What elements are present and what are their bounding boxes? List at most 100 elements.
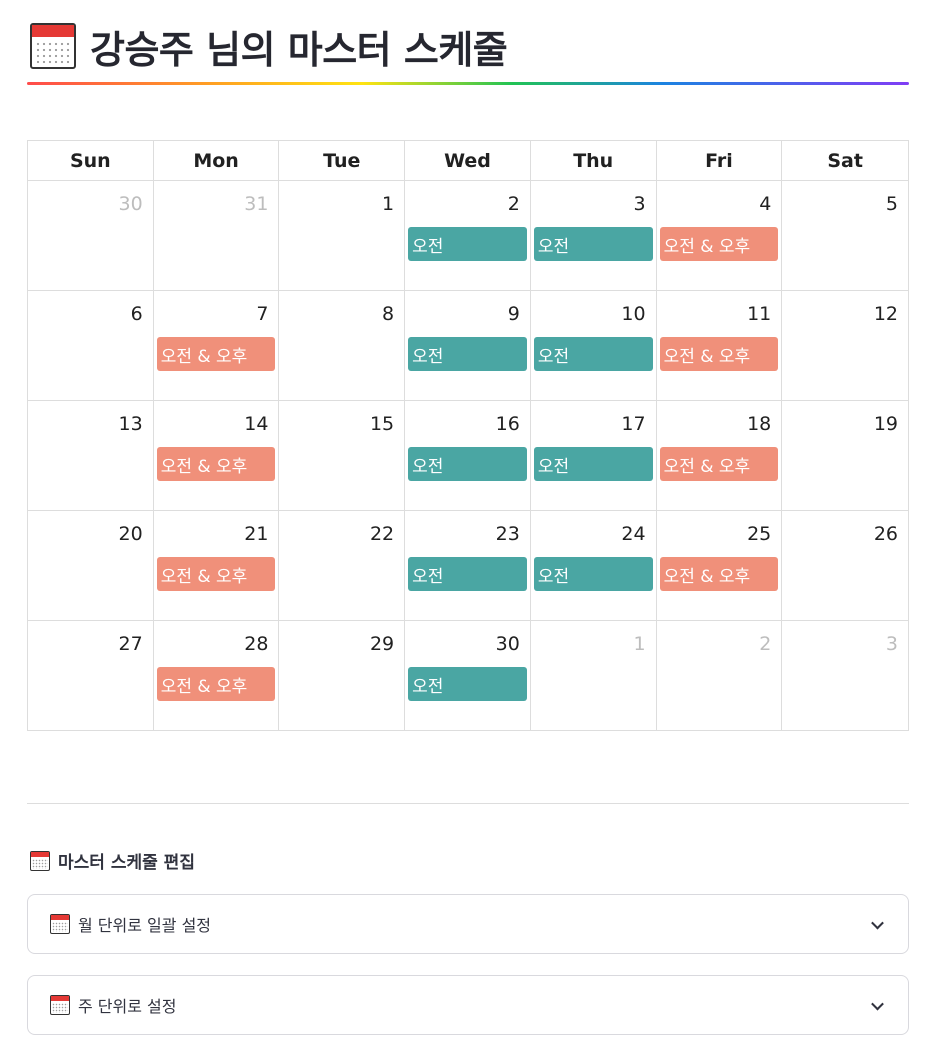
calendar-icon bbox=[30, 23, 76, 69]
day-number: 26 bbox=[873, 523, 898, 545]
day-number: 22 bbox=[369, 523, 395, 545]
calendar-day-cell[interactable]: 3 bbox=[782, 621, 908, 731]
calendar-day-cell[interactable]: 23 오전 bbox=[405, 511, 531, 621]
day-number: 25 bbox=[747, 523, 772, 545]
event-am[interactable]: 오전 bbox=[533, 337, 653, 371]
page-title: 강승주 님의 마스터 스케줄 bbox=[90, 27, 508, 72]
calendar-day-cell[interactable]: 17 오전 bbox=[530, 401, 657, 511]
calendar-icon bbox=[50, 914, 70, 934]
event-am-pm[interactable]: 오전 & 오후 bbox=[659, 557, 779, 591]
day-number: 10 bbox=[621, 303, 646, 325]
calendar-day-cell[interactable]: 21 오전 & 오후 bbox=[153, 511, 280, 621]
day-number: 18 bbox=[747, 413, 772, 435]
calendar-day-cell[interactable]: 24 오전 bbox=[530, 511, 657, 621]
calendar: Sun Mon Tue Wed Thu Fri Sat 30 31 1 2 오전 3 오전 4 오전 & 오… bbox=[27, 140, 909, 731]
calendar-day-cell[interactable]: 13 bbox=[28, 401, 154, 511]
calendar-day-cell[interactable]: 26 bbox=[782, 511, 908, 621]
day-number: 29 bbox=[369, 633, 395, 655]
calendar-day-cell[interactable]: 30 bbox=[28, 181, 154, 291]
calendar-day-cell[interactable]: 8 bbox=[279, 291, 406, 401]
expander-monthly-setting[interactable]: 월 단위로 일괄 설정 bbox=[27, 894, 909, 954]
day-number: 24 bbox=[621, 523, 646, 545]
calendar-icon bbox=[50, 995, 70, 1015]
expander-weekly-setting[interactable]: 주 단위로 설정 bbox=[27, 975, 909, 1035]
weekday-header: Wed bbox=[405, 141, 531, 180]
day-number: 31 bbox=[244, 193, 269, 215]
calendar-icon bbox=[30, 850, 50, 871]
event-am-pm[interactable]: 오전 & 오후 bbox=[156, 337, 276, 371]
event-am[interactable]: 오전 bbox=[408, 667, 527, 701]
calendar-day-cell[interactable]: 1 bbox=[279, 181, 406, 291]
day-number: 13 bbox=[118, 413, 143, 435]
section-divider bbox=[27, 803, 909, 804]
calendar-day-cell[interactable]: 16 오전 bbox=[405, 401, 531, 511]
event-am[interactable]: 오전 bbox=[408, 227, 527, 261]
event-am-pm[interactable]: 오전 & 오후 bbox=[659, 337, 779, 371]
calendar-day-cell[interactable]: 7 오전 & 오후 bbox=[153, 291, 280, 401]
calendar-day-cell[interactable]: 18 오전 & 오후 bbox=[656, 401, 783, 511]
day-number: 14 bbox=[244, 413, 269, 435]
event-am-pm[interactable]: 오전 & 오후 bbox=[156, 447, 276, 481]
day-number: 20 bbox=[118, 523, 143, 545]
calendar-day-cell[interactable]: 5 bbox=[782, 181, 908, 291]
calendar-day-cell[interactable]: 19 bbox=[782, 401, 908, 511]
event-am[interactable]: 오전 bbox=[408, 337, 527, 371]
edit-section-title: 마스터 스케줄 편집 bbox=[58, 853, 195, 873]
weekday-header: Tue bbox=[279, 141, 406, 180]
calendar-day-cell[interactable]: 22 bbox=[279, 511, 406, 621]
day-number: 30 bbox=[118, 193, 143, 215]
calendar-day-cell[interactable]: 30 오전 bbox=[405, 621, 531, 731]
day-number: 27 bbox=[118, 633, 143, 655]
day-number: 7 bbox=[256, 303, 269, 325]
calendar-day-cell[interactable]: 3 오전 bbox=[530, 181, 657, 291]
calendar-day-cell[interactable]: 31 bbox=[153, 181, 280, 291]
event-am[interactable]: 오전 bbox=[533, 557, 653, 591]
calendar-day-cell[interactable]: 6 bbox=[28, 291, 154, 401]
day-number: 28 bbox=[244, 633, 269, 655]
calendar-day-cell[interactable]: 27 bbox=[28, 621, 154, 731]
event-am[interactable]: 오전 bbox=[408, 557, 527, 591]
event-am-pm[interactable]: 오전 & 오후 bbox=[156, 557, 276, 591]
calendar-day-cell[interactable]: 29 bbox=[279, 621, 406, 731]
calendar-day-cell[interactable]: 15 bbox=[279, 401, 406, 511]
day-number: 30 bbox=[495, 633, 520, 655]
day-number: 19 bbox=[873, 413, 898, 435]
day-number: 4 bbox=[759, 193, 772, 215]
calendar-day-cell[interactable]: 1 bbox=[531, 621, 657, 731]
calendar-day-cell[interactable]: 12 bbox=[782, 291, 908, 401]
day-number: 16 bbox=[495, 413, 520, 435]
event-am[interactable]: 오전 bbox=[533, 227, 653, 261]
event-am-pm[interactable]: 오전 & 오후 bbox=[659, 447, 779, 481]
calendar-day-cell[interactable]: 2 오전 bbox=[405, 181, 531, 291]
day-number: 3 bbox=[633, 193, 646, 215]
calendar-day-cell[interactable]: 25 오전 & 오후 bbox=[656, 511, 783, 621]
event-am[interactable]: 오전 bbox=[533, 447, 653, 481]
calendar-day-cell[interactable]: 9 오전 bbox=[405, 291, 531, 401]
day-number: 9 bbox=[507, 303, 520, 325]
event-am-pm[interactable]: 오전 & 오후 bbox=[659, 227, 779, 261]
expander-label: 주 단위로 설정 bbox=[78, 997, 177, 1016]
day-number: 2 bbox=[759, 633, 772, 655]
calendar-day-cell[interactable]: 4 오전 & 오후 bbox=[656, 181, 783, 291]
day-number: 17 bbox=[621, 413, 646, 435]
chevron-down-icon[interactable] bbox=[871, 997, 884, 1011]
day-number: 1 bbox=[633, 633, 646, 655]
weekday-header: Sat bbox=[827, 149, 863, 172]
day-number: 23 bbox=[495, 523, 520, 545]
edit-section-header: 마스터 스케줄 편집 bbox=[30, 848, 195, 873]
chevron-down-icon[interactable] bbox=[871, 916, 884, 930]
page-title-row: 강승주 님의 마스터 스케줄 bbox=[30, 18, 508, 74]
day-number: 6 bbox=[130, 303, 143, 325]
day-number: 21 bbox=[244, 523, 269, 545]
event-am[interactable]: 오전 bbox=[408, 447, 527, 481]
event-am-pm[interactable]: 오전 & 오후 bbox=[156, 667, 276, 701]
calendar-day-cell[interactable]: 2 bbox=[657, 621, 783, 731]
calendar-grid: 30 31 1 2 오전 3 오전 4 오전 & 오후 5 6 7 오전 & 오후 8 9 오전 10 오전 11 오… bbox=[28, 181, 908, 731]
calendar-day-cell[interactable]: 28 오전 & 오후 bbox=[154, 621, 280, 731]
weekday-header: Fri bbox=[657, 141, 783, 180]
calendar-day-cell[interactable]: 20 bbox=[28, 511, 154, 621]
calendar-day-cell[interactable]: 14 오전 & 오후 bbox=[153, 401, 280, 511]
calendar-day-cell[interactable]: 10 오전 bbox=[530, 291, 657, 401]
calendar-day-cell[interactable]: 11 오전 & 오후 bbox=[656, 291, 783, 401]
